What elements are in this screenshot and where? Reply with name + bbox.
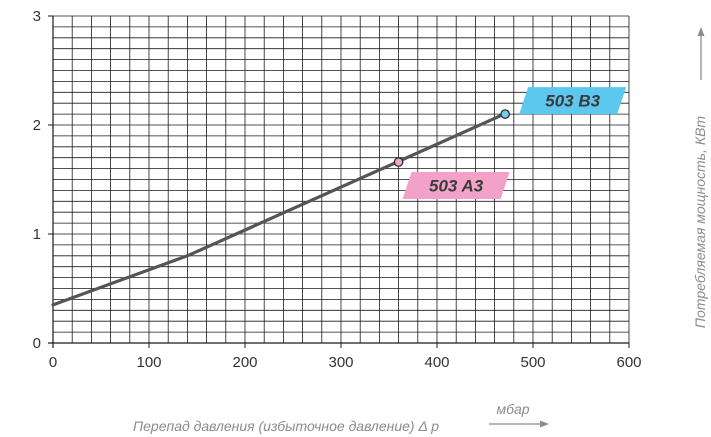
axis-titles: Перепад давления (избыточное давление) Δ… xyxy=(133,27,708,434)
data-markers: 503 A3 503 B3 xyxy=(393,87,627,200)
power-curve-line xyxy=(51,112,506,307)
y-axis-arrow xyxy=(697,27,705,80)
x-axis-arrow xyxy=(489,420,549,428)
x-tick-label: 400 xyxy=(424,354,449,371)
tick-labels: 0 100 200 300 400 500 600 0 1 2 3 xyxy=(33,8,642,371)
y-tick-label: 2 xyxy=(33,117,41,134)
x-tick-label: 500 xyxy=(520,354,545,371)
marker-label-503-a3: 503 A3 xyxy=(402,172,510,200)
y-tick-label: 3 xyxy=(33,8,41,25)
marker-label-text: 503 B3 xyxy=(545,92,600,111)
data-point-marker xyxy=(500,109,511,119)
y-tick-label: 1 xyxy=(33,226,41,243)
chart-grid xyxy=(52,15,630,344)
x-tick-label: 0 xyxy=(49,354,57,371)
y-axis-title: Потребляемая мощность, КВт xyxy=(692,116,708,329)
x-tick-label: 300 xyxy=(328,354,353,371)
x-tick-label: 200 xyxy=(232,354,257,371)
x-tick-label: 600 xyxy=(616,354,641,371)
x-axis-title: Перепад давления (избыточное давление) Δ… xyxy=(133,418,439,434)
chart-axes xyxy=(48,15,630,348)
data-point-marker xyxy=(393,157,404,167)
x-axis-unit: мбар xyxy=(496,401,529,417)
x-tick-label: 100 xyxy=(136,354,161,371)
marker-label-banner xyxy=(402,172,510,200)
marker-label-banner xyxy=(519,87,627,115)
marker-label-text: 503 A3 xyxy=(429,177,484,196)
marker-label-503-b3: 503 B3 xyxy=(519,87,627,115)
data-series xyxy=(51,112,506,307)
y-tick-label: 0 xyxy=(33,335,41,352)
